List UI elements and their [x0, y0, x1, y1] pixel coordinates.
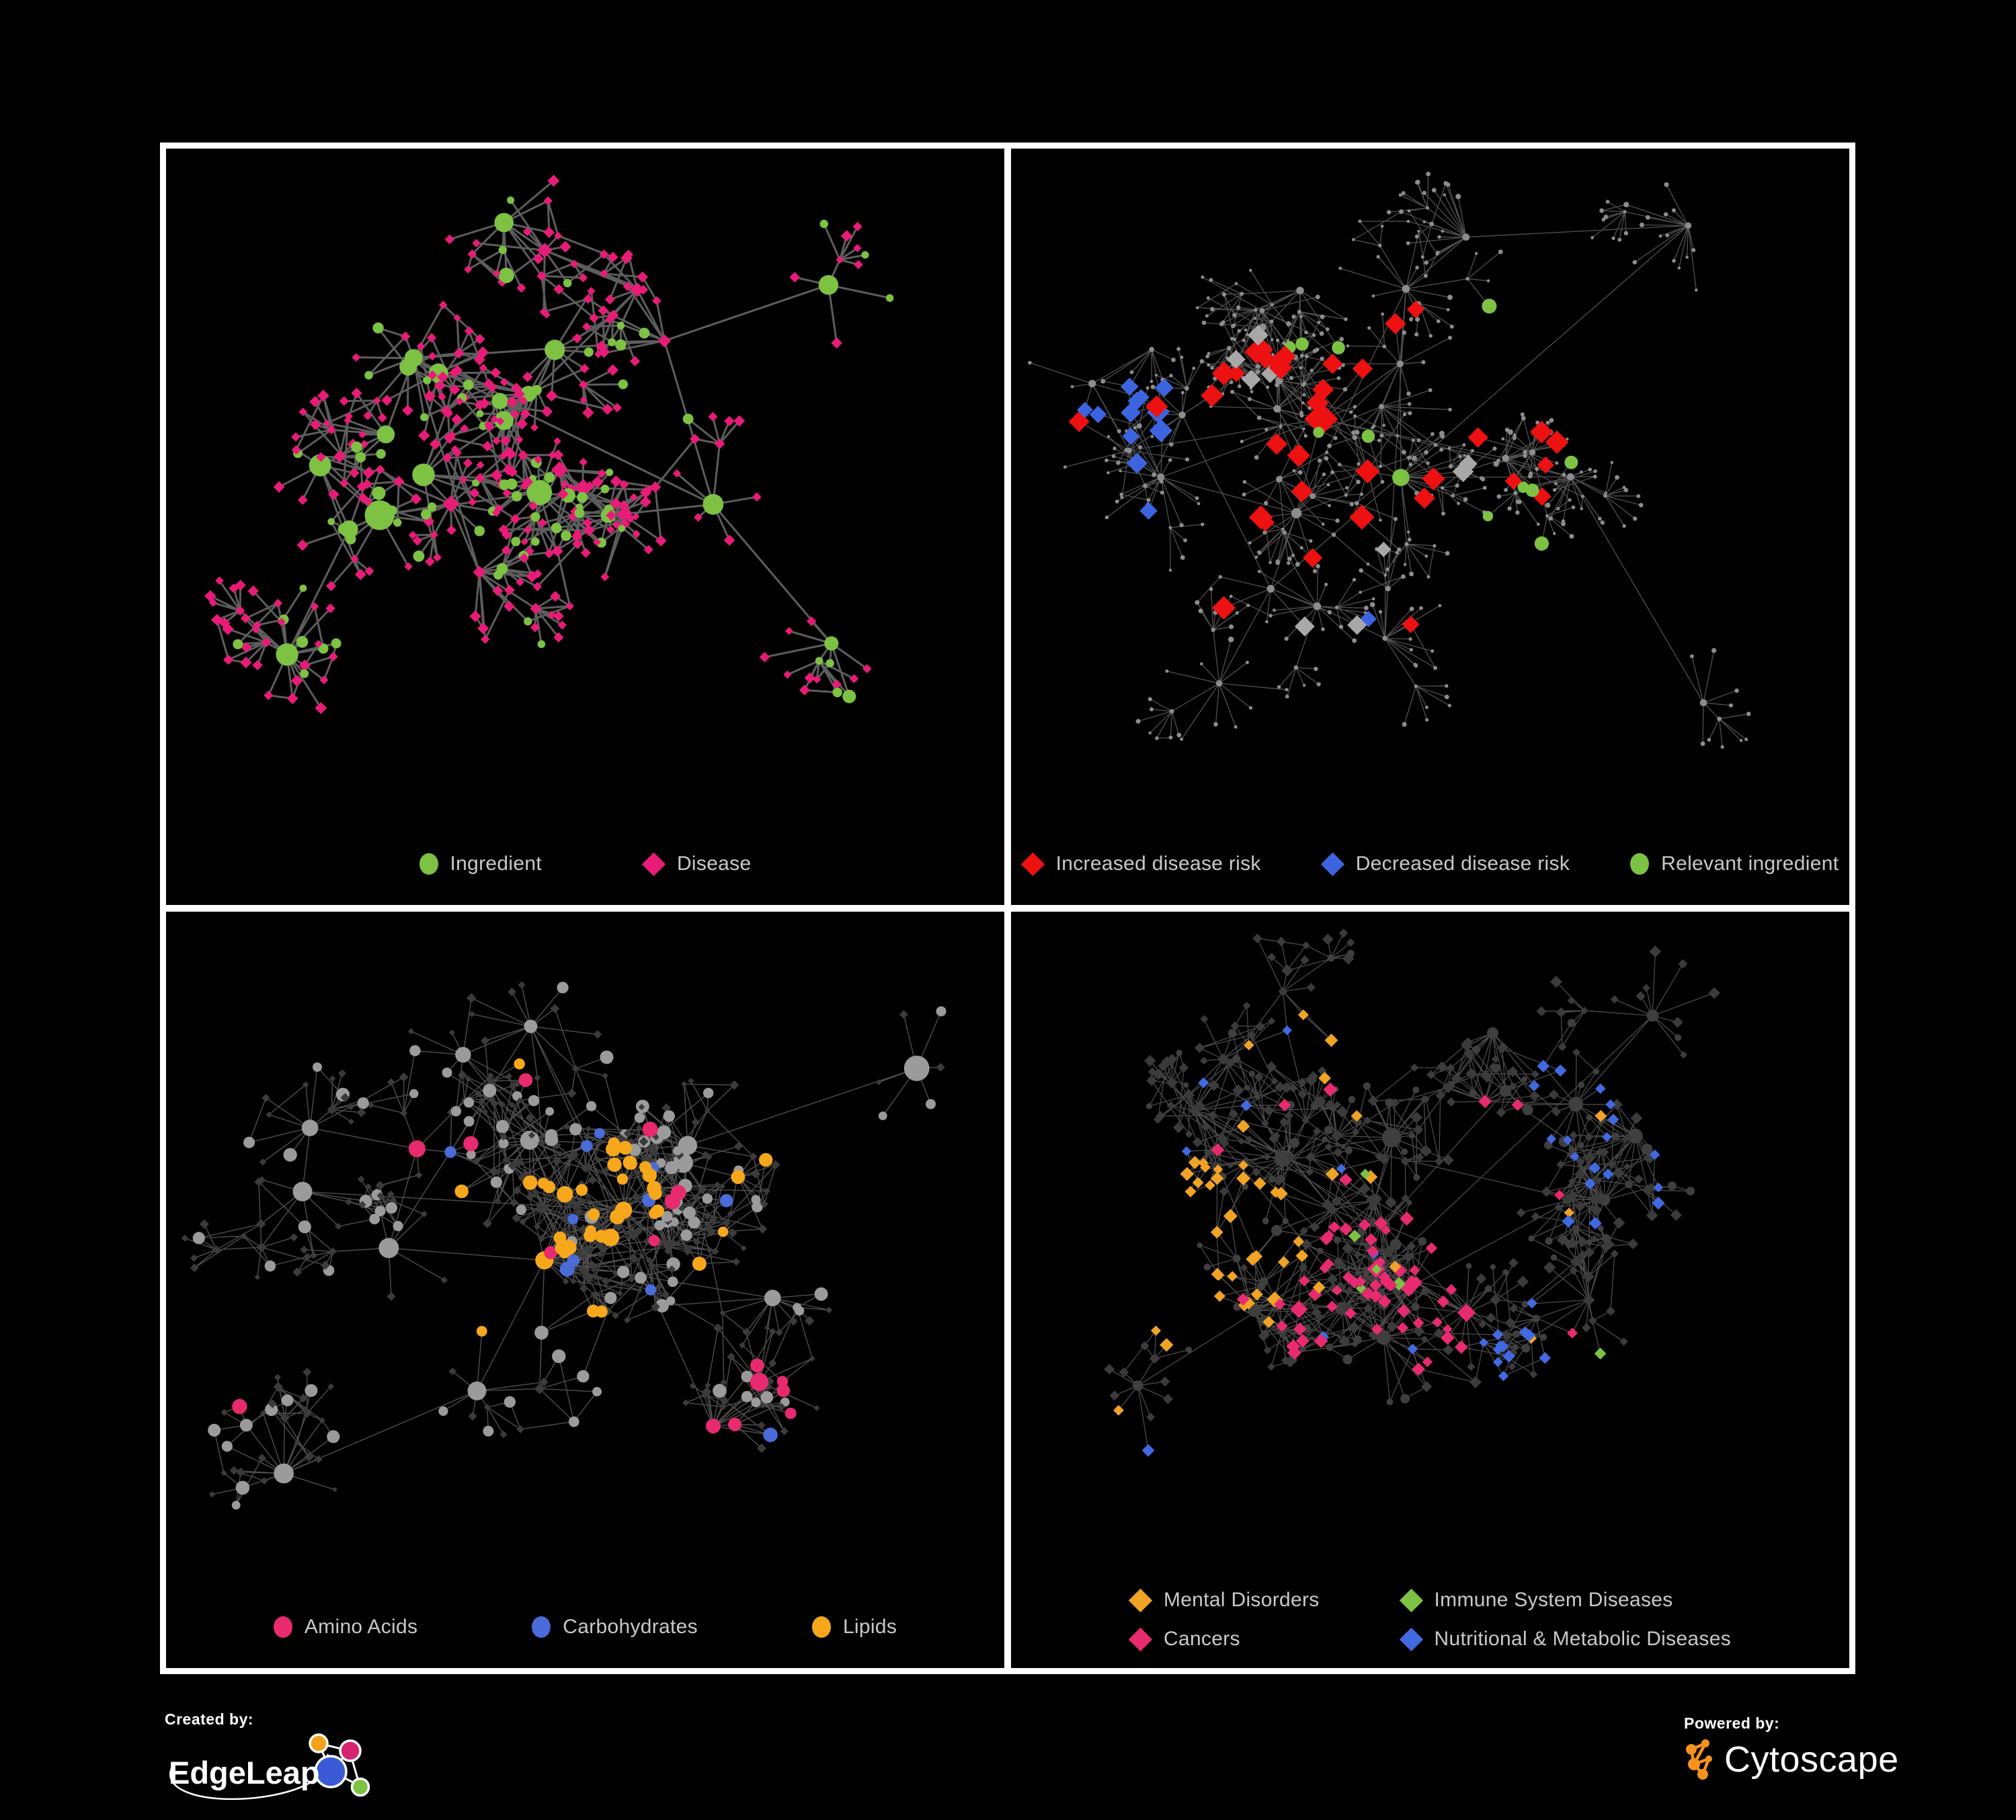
legend-label: Nutritional & Metabolic Diseases: [1434, 1628, 1731, 1650]
panel-disease-risk: Increased disease risk Decreased disease …: [1011, 149, 1849, 905]
ingredient-disease-network-canvas: [204, 174, 894, 715]
legend-label: Amino Acids: [304, 1616, 418, 1638]
legend-item-carbohydrates: Carbohydrates: [532, 1616, 698, 1638]
legend-item-immune-system-diseases: Immune System Diseases: [1399, 1588, 1731, 1612]
legend-label: Ingredient: [450, 853, 542, 875]
edgeleap-blue-node-icon: [314, 1755, 348, 1788]
created-by-block: Created by: EdgeLeap: [165, 1710, 373, 1813]
circle-marker-icon: [811, 1616, 831, 1638]
legend-label: Disease: [676, 853, 752, 875]
legend-item-mental-disorders: Mental Disorders: [1128, 1588, 1320, 1612]
disease-categories-network-canvas: [1104, 928, 1720, 1457]
powered-by-block: Powered by: Cytoscape: [1684, 1714, 1899, 1781]
cytoscape-logo-icon: [1686, 1739, 1712, 1780]
legend-item-lipids: Lipids: [811, 1616, 897, 1638]
legend-label: Carbohydrates: [563, 1616, 698, 1638]
edgeleap-orange-node-icon: [309, 1733, 329, 1753]
legend-label: Cancers: [1164, 1628, 1240, 1650]
legend-item-disease: Disease: [641, 852, 752, 876]
legend-item-amino-acids: Amino Acids: [273, 1616, 418, 1638]
legend-label: Increased disease risk: [1055, 853, 1261, 875]
cytoscape-icon-node: [1697, 1769, 1708, 1780]
legend-ingredient-categories: Amino Acids Carbohydrates Lipids: [166, 1616, 1004, 1638]
legend-label: Relevant ingredient: [1661, 853, 1839, 875]
cytoscape-icon-node: [1701, 1739, 1709, 1747]
disease-risk-network-canvas: [1028, 171, 1751, 749]
legend-disease-categories: Mental Disorders Immune System Diseases Ca…: [1011, 1588, 1849, 1651]
legend-label: Mental Disorders: [1164, 1589, 1320, 1611]
legend-disease-risk: Increased disease risk Decreased disease …: [1011, 852, 1849, 876]
edgeleap-magenta-node-icon: [339, 1739, 362, 1762]
legend-label: Immune System Diseases: [1434, 1589, 1673, 1611]
cytoscape-logo-row: Cytoscape: [1684, 1738, 1899, 1781]
cytoscape-icon-edges: [1689, 1741, 1711, 1776]
panel-disease-categories: Mental Disorders Immune System Diseases Ca…: [1011, 912, 1849, 1668]
legend-item-nutritional-metabolic-diseases: Nutritional & Metabolic Diseases: [1399, 1627, 1731, 1651]
cytoscape-wordmark: Cytoscape: [1724, 1739, 1899, 1780]
diamond-marker-icon: [1399, 1588, 1423, 1612]
circle-marker-icon: [532, 1616, 551, 1638]
legend-ingredient-disease: Ingredient Disease: [166, 852, 1004, 876]
edgeleap-green-node-icon: [350, 1777, 370, 1797]
ingredient-categories-network-canvas: [181, 981, 946, 1510]
diamond-marker-icon: [1020, 852, 1045, 876]
circle-marker-icon: [419, 853, 438, 875]
circle-marker-icon: [1630, 853, 1650, 875]
cytoscape-icon-node: [1688, 1758, 1700, 1770]
edgeleap-wordmark: EdgeLeap: [169, 1755, 320, 1790]
diamond-marker-icon: [1399, 1627, 1423, 1651]
diamond-marker-icon: [1320, 852, 1344, 876]
four-panel-figure: Ingredient Disease Increased disease risk…: [160, 143, 1855, 1674]
panel-ingredient-disease: Ingredient Disease: [166, 149, 1004, 905]
edgeleap-logo: EdgeLeap: [169, 1733, 370, 1801]
circle-marker-icon: [273, 1616, 292, 1638]
powered-by-label: Powered by:: [1684, 1714, 1780, 1732]
cytoscape-icon-node: [1705, 1755, 1712, 1762]
legend-item-increased-disease-risk: Increased disease risk: [1020, 852, 1261, 876]
diamond-marker-icon: [1128, 1588, 1153, 1612]
legend-item-cancers: Cancers: [1128, 1627, 1320, 1651]
legend-item-decreased-disease-risk: Decreased disease risk: [1320, 852, 1570, 876]
legend-label: Lipids: [842, 1616, 897, 1638]
diamond-marker-icon: [641, 852, 666, 876]
legend-item-relevant-ingredient: Relevant ingredient: [1630, 853, 1839, 875]
created-by-label: Created by:: [165, 1710, 254, 1728]
legend-label: Decreased disease risk: [1355, 853, 1570, 875]
legend-item-ingredient: Ingredient: [419, 853, 542, 875]
cytoscape-icon-node: [1686, 1744, 1697, 1755]
diamond-marker-icon: [1128, 1627, 1153, 1651]
panel-ingredient-categories: Amino Acids Carbohydrates Lipids: [166, 912, 1004, 1668]
